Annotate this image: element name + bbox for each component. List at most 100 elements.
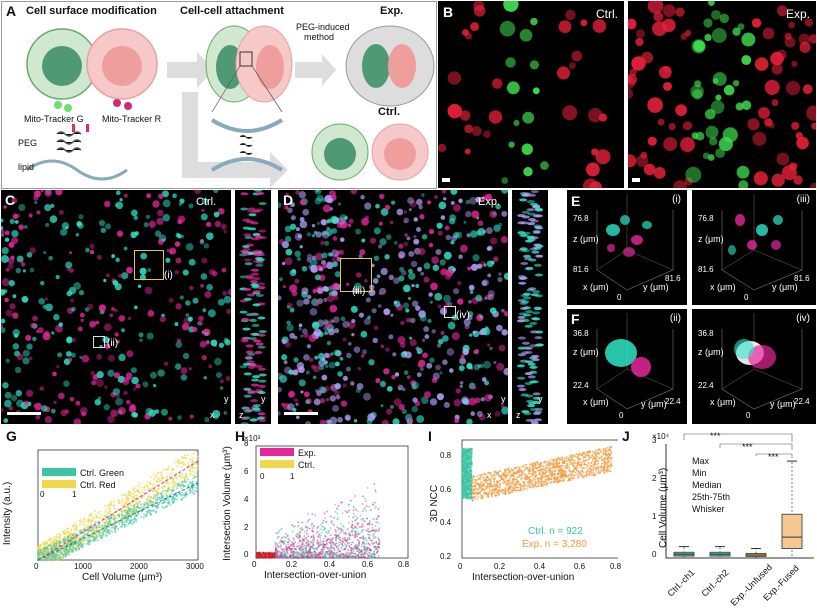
cell-dot	[287, 208, 293, 214]
cell-dot	[314, 231, 317, 234]
cell-dot	[409, 418, 413, 422]
f2-xymax: 22.4	[698, 381, 714, 390]
g-point-green	[183, 497, 185, 499]
cell-blob	[704, 34, 711, 41]
mito-green-marker	[54, 101, 62, 109]
h-point-exp	[318, 553, 320, 555]
e1-zlabel: z (μm)	[573, 234, 599, 244]
cell-blob	[669, 123, 676, 130]
cell-dot	[377, 274, 381, 278]
g-point-red	[184, 463, 186, 465]
f2-xlabel: x (μm)	[710, 397, 736, 407]
h-point-exp	[348, 537, 350, 539]
h-point-exp	[373, 483, 375, 485]
h-xtick-1: 0.2	[286, 560, 297, 569]
h-point-exp	[346, 539, 348, 541]
cell-dot	[315, 389, 319, 393]
h-point-exp	[283, 548, 285, 550]
cell-dot	[434, 293, 442, 301]
g-point-green	[136, 505, 138, 507]
cell-dot	[5, 238, 9, 242]
cell-blob	[628, 154, 636, 167]
cell-dot	[131, 209, 138, 216]
g-point-red	[156, 480, 158, 482]
cell-dot	[14, 334, 18, 338]
h-point-exp	[365, 501, 367, 503]
g-point-red	[133, 497, 135, 499]
h-point-exp	[330, 547, 332, 549]
cell-dot	[482, 377, 487, 382]
cell-dot	[354, 346, 361, 353]
cell-blob	[523, 167, 532, 176]
cell-dot	[79, 290, 84, 295]
cell-dot	[471, 211, 479, 219]
g-point-green	[72, 534, 74, 536]
cell-dot	[161, 409, 168, 416]
cell-dot	[287, 306, 290, 309]
g-point-green	[97, 539, 99, 541]
cell-dot	[158, 194, 163, 199]
g-point-red	[61, 542, 63, 544]
h-point-exp	[341, 549, 343, 551]
g-point-red	[83, 524, 85, 526]
h-cbar-ctrl	[260, 460, 294, 468]
g-point-red	[147, 489, 149, 491]
cell-dot	[392, 418, 399, 424]
g-cbar-green	[42, 468, 76, 476]
cell-dot	[224, 411, 228, 415]
h-point-exp	[374, 554, 376, 556]
g-point-green	[87, 532, 89, 534]
cell-blob	[631, 235, 643, 245]
cell-blob	[652, 21, 667, 36]
peg-method-label2: method	[304, 32, 334, 42]
side-blob	[256, 294, 264, 297]
cell-dot	[1, 408, 4, 412]
cell-dot	[278, 411, 281, 415]
side-blob	[250, 399, 258, 402]
cell-dot	[190, 414, 194, 418]
cell-dot	[319, 267, 323, 271]
g-point-red	[74, 529, 76, 531]
cell-dot	[300, 334, 303, 337]
g-point-red	[123, 494, 125, 496]
h-point-exp	[339, 542, 341, 544]
h-point-exp	[308, 545, 310, 547]
h-point-exp	[279, 542, 281, 544]
h-point-exp	[334, 543, 336, 545]
h-point-exp	[301, 550, 303, 552]
side-blob	[532, 290, 540, 293]
cell-dot	[461, 396, 469, 404]
cell-dot	[324, 331, 328, 335]
g-xlabel: Cell Volume (μm³)	[82, 572, 162, 583]
h-point-exp	[358, 554, 360, 556]
f1-tag: (ii)	[670, 313, 681, 324]
g-point-red	[149, 483, 151, 485]
cell-blob	[734, 339, 754, 359]
cell-dot	[418, 364, 422, 368]
panel-d-image: (iii) (iv) Exp. x y	[278, 190, 508, 424]
h-point-exp	[297, 521, 299, 523]
e2-tag: (iii)	[797, 194, 810, 205]
cell-dot	[75, 401, 80, 406]
h-point-exp	[351, 527, 353, 529]
cell-dot	[305, 400, 310, 405]
cell-dot	[457, 281, 461, 285]
cell-dot	[392, 352, 396, 356]
h-point-exp	[364, 498, 366, 500]
cell-dot	[168, 417, 172, 421]
cell-dot	[63, 380, 69, 386]
cell-dot	[65, 226, 68, 229]
side-blob	[533, 230, 541, 233]
cell-dot	[95, 399, 102, 406]
f1-xymax: 22.4	[573, 381, 589, 390]
cell-dot	[189, 367, 192, 370]
g-point-green	[197, 479, 199, 481]
cell-dot	[162, 214, 170, 222]
h-point-exp	[378, 530, 380, 532]
peg-method-label: PEG-induced	[296, 22, 350, 32]
side-blob	[258, 368, 266, 371]
g-point-red	[131, 498, 133, 500]
g-point-green	[100, 527, 102, 529]
h-point-exp	[363, 548, 365, 550]
cell-blob	[773, 215, 783, 225]
